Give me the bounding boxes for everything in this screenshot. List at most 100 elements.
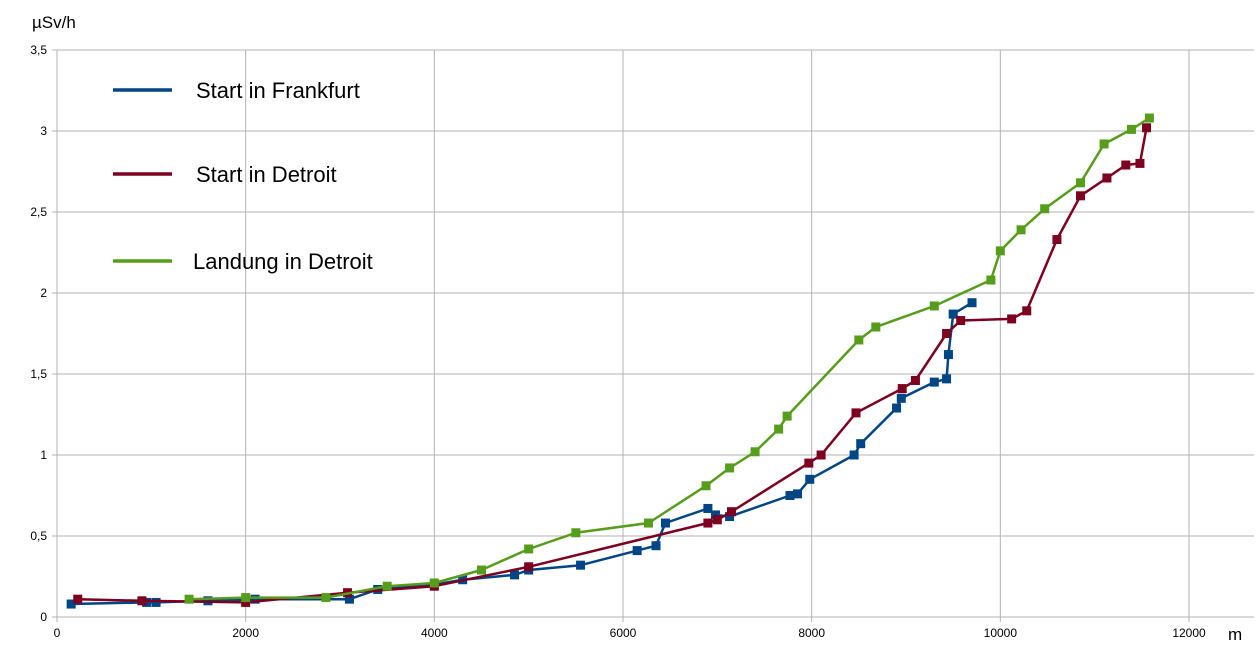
data-point-marker	[1142, 123, 1152, 133]
data-point-marker	[151, 597, 161, 607]
data-point-marker	[1126, 124, 1136, 134]
series-lines	[66, 113, 1154, 609]
data-point-marker	[785, 491, 795, 500]
data-point-marker	[854, 335, 864, 345]
data-point-marker	[805, 474, 815, 484]
x-tick-label: 8000	[798, 626, 825, 640]
data-point-marker	[1121, 160, 1131, 170]
tick-labels: 0 0,5 1 1,5 2 2,5 3 3,5 0 2000 4000 6000 8000 10000 12…	[30, 43, 1206, 640]
data-point-marker	[725, 463, 735, 473]
series-1	[73, 123, 1152, 607]
series-2	[184, 113, 1154, 604]
data-point-marker	[849, 450, 859, 460]
data-point-marker	[1022, 306, 1032, 316]
data-point-marker	[1076, 191, 1086, 201]
data-point-marker	[726, 507, 736, 517]
data-point-marker	[892, 403, 902, 413]
data-point-marker	[703, 503, 713, 513]
data-point-marker	[137, 596, 147, 606]
y-tick-label: 1,5	[30, 367, 47, 381]
grid-lines	[56, 49, 1254, 622]
data-point-marker	[725, 512, 735, 522]
data-point-marker	[524, 562, 534, 572]
data-point-marker	[429, 578, 439, 588]
data-point-marker	[344, 594, 354, 604]
legend-entry: Start in Frankfurt	[113, 78, 360, 103]
data-point-marker	[1076, 178, 1086, 188]
y-tick-label: 2	[40, 286, 47, 300]
data-point-marker	[710, 510, 720, 520]
data-point-marker	[571, 528, 581, 538]
y-tick-label: 0	[40, 610, 47, 624]
x-tick-label: 6000	[610, 626, 637, 640]
legend-entry: Start in Detroit	[113, 162, 337, 187]
data-point-marker	[321, 593, 331, 603]
data-point-marker	[1016, 225, 1026, 235]
data-point-marker	[1102, 173, 1112, 183]
x-axis-label: m	[1228, 625, 1242, 644]
data-point-marker	[782, 411, 792, 421]
data-point-marker	[477, 565, 486, 575]
series-line	[71, 301, 973, 606]
data-point-marker	[910, 375, 920, 385]
data-point-marker	[1052, 235, 1062, 245]
y-tick-label: 3,5	[30, 43, 47, 57]
data-point-marker	[66, 599, 76, 609]
data-point-marker	[241, 597, 251, 607]
data-point-marker	[1099, 139, 1109, 149]
y-tick-label: 0,5	[30, 529, 47, 543]
data-point-marker	[250, 594, 260, 604]
x-tick-label: 0	[54, 626, 61, 640]
x-tick-label: 2000	[232, 626, 259, 640]
data-point-marker	[967, 298, 977, 308]
x-tick-label: 12000	[1172, 626, 1206, 640]
legend-label: Landung in Detroit	[193, 249, 373, 274]
data-point-marker	[750, 447, 760, 457]
legend-entry: Landung in Detroit	[113, 249, 373, 274]
data-point-marker	[929, 377, 939, 387]
legend-label: Start in Detroit	[196, 162, 337, 187]
data-point-marker	[660, 518, 670, 528]
data-point-marker	[816, 450, 826, 460]
data-point-marker	[929, 301, 939, 311]
data-point-marker	[871, 322, 881, 332]
y-tick-label: 1	[40, 448, 47, 462]
y-axis-label: µSv/h	[32, 13, 76, 32]
axes	[52, 49, 1254, 618]
data-point-marker	[632, 546, 642, 556]
data-point-marker	[1135, 158, 1145, 168]
data-point-marker	[942, 329, 952, 338]
data-point-marker	[1040, 204, 1050, 214]
data-point-marker	[524, 544, 534, 554]
data-point-marker	[948, 309, 958, 319]
data-point-marker	[73, 594, 83, 604]
data-point-marker	[943, 350, 953, 360]
data-point-marker	[897, 384, 907, 394]
data-point-marker	[956, 316, 966, 326]
y-tick-label: 2,5	[30, 205, 47, 219]
x-tick-label: 4000	[421, 626, 448, 640]
y-tick-label: 3	[40, 124, 47, 138]
data-point-marker	[712, 515, 722, 525]
series-0	[66, 298, 977, 609]
data-point-marker	[804, 458, 814, 468]
data-point-marker	[851, 408, 861, 418]
data-point-marker	[510, 570, 520, 580]
data-point-marker	[241, 593, 251, 603]
legend-label: Start in Frankfurt	[196, 78, 360, 103]
legend: Start in Frankfurt Start in Detroit Landun…	[113, 78, 373, 274]
data-point-marker	[986, 275, 996, 285]
data-point-marker	[896, 393, 906, 403]
data-point-marker	[576, 560, 586, 570]
data-point-marker	[142, 597, 152, 607]
data-point-marker	[995, 246, 1005, 256]
data-point-marker	[651, 541, 661, 551]
data-point-marker	[701, 481, 711, 491]
data-point-marker	[942, 374, 952, 384]
data-point-marker	[856, 439, 866, 449]
data-point-marker	[774, 424, 784, 434]
data-point-marker	[184, 594, 194, 604]
data-point-marker	[703, 518, 713, 528]
data-point-marker	[1144, 113, 1154, 123]
